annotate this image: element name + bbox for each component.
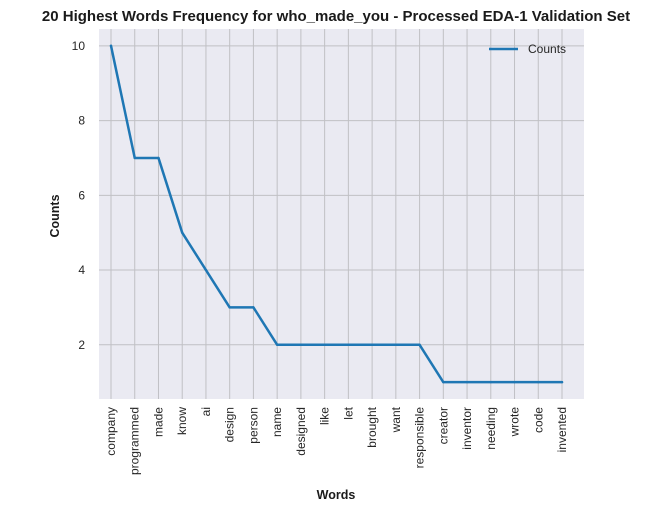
plot-area xyxy=(99,29,584,399)
y-tick-label: 8 xyxy=(78,114,85,128)
data-point xyxy=(252,306,255,309)
series-line-counts xyxy=(109,44,564,384)
x-tick-label: needing xyxy=(484,407,498,450)
y-axis-label: Counts xyxy=(48,194,62,237)
y-tick-label: 2 xyxy=(78,338,85,352)
x-tick-label: design xyxy=(223,407,237,442)
data-point xyxy=(109,44,113,48)
x-tick-label: brought xyxy=(365,406,379,447)
x-tick-label: name xyxy=(270,407,284,437)
x-tick-label: inventor xyxy=(460,407,474,450)
legend-label: Counts xyxy=(528,42,566,56)
data-point xyxy=(370,343,374,347)
chart-title: 20 Highest Words Frequency for who_made_… xyxy=(42,8,630,25)
y-tick-label: 4 xyxy=(78,263,85,277)
data-point xyxy=(418,343,421,347)
x-tick-labels: company programmed made know ai design person n… xyxy=(104,406,569,475)
y-tick-label: 10 xyxy=(72,39,86,53)
data-point xyxy=(347,343,350,347)
data-point xyxy=(442,380,445,384)
x-tick-label: responsible xyxy=(413,407,427,469)
x-axis-label: Words xyxy=(317,488,356,502)
data-point xyxy=(323,343,326,347)
data-point xyxy=(299,343,303,347)
data-point xyxy=(228,306,231,309)
x-tick-label: designed xyxy=(294,407,308,456)
legend: Counts xyxy=(489,42,566,56)
data-point xyxy=(489,380,492,384)
data-point xyxy=(394,343,398,347)
data-point xyxy=(560,380,564,384)
x-tick-label: creator xyxy=(436,407,450,444)
x-tick-label: code xyxy=(531,407,545,433)
data-point xyxy=(537,380,540,384)
x-tick-label: person xyxy=(246,407,260,444)
y-tick-label: 6 xyxy=(78,188,85,202)
y-tick-labels: 2 4 6 8 10 xyxy=(72,39,86,352)
x-tick-label: let xyxy=(341,406,355,419)
grid xyxy=(99,29,584,399)
x-tick-label: wrote xyxy=(508,407,522,438)
data-point xyxy=(513,380,516,384)
x-tick-label: made xyxy=(151,407,165,437)
x-tick-label: ai xyxy=(199,407,213,416)
data-point xyxy=(157,156,160,160)
data-marks xyxy=(109,44,564,384)
x-tick-label: want xyxy=(389,406,403,433)
x-tick-label: know xyxy=(175,407,189,435)
x-tick-label: like xyxy=(318,407,332,425)
data-point xyxy=(133,156,136,160)
x-tick-label: invented xyxy=(555,407,569,452)
data-point xyxy=(181,231,184,234)
x-tick-label: company xyxy=(104,407,118,456)
data-point xyxy=(465,380,469,384)
data-point xyxy=(275,343,279,347)
data-point xyxy=(204,268,208,272)
x-tick-label: programmed xyxy=(128,407,142,475)
